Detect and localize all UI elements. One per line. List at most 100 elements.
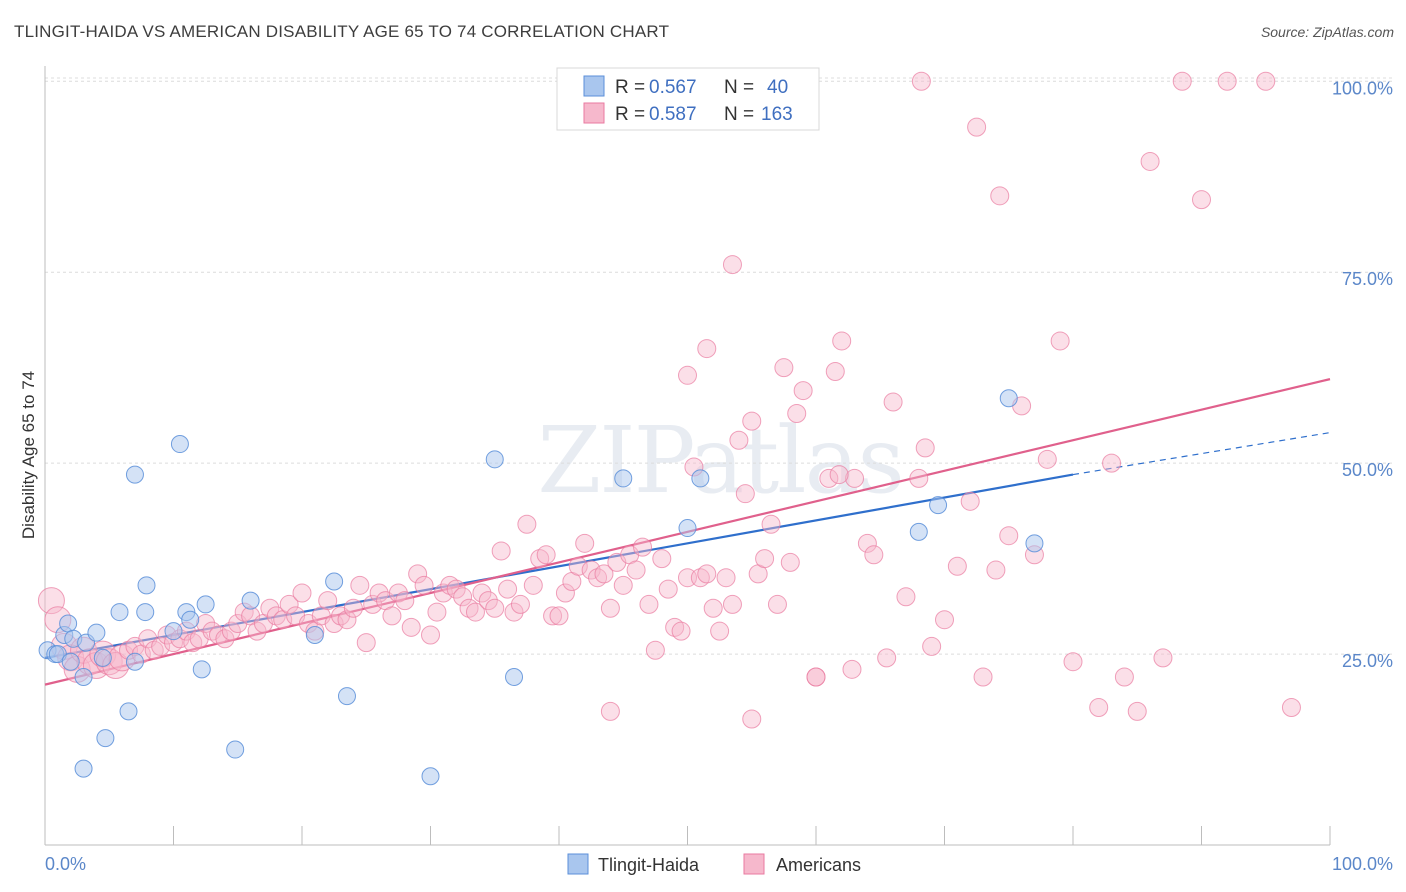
legend-n-label: N = <box>724 104 754 125</box>
americans-point <box>260 598 280 618</box>
x-tick-label: 0.0% <box>45 854 86 874</box>
americans-point <box>395 591 415 611</box>
americans-point <box>510 594 530 614</box>
americans-point <box>671 621 691 641</box>
americans-point <box>498 579 518 599</box>
americans-point <box>1127 701 1147 721</box>
tlingit-haida-point <box>87 623 106 642</box>
americans-point <box>883 392 903 412</box>
americans-point <box>793 381 813 401</box>
americans-point <box>742 411 762 431</box>
americans-point <box>1217 71 1237 91</box>
tlingit-haida-point <box>325 572 344 591</box>
americans-point <box>337 610 357 630</box>
americans-point <box>780 552 800 572</box>
americans-point <box>1037 449 1057 469</box>
legend-r-value: 0.587 <box>649 104 697 125</box>
tlingit-haida-point <box>164 622 183 641</box>
americans-point <box>915 438 935 458</box>
legend-r-label: R = <box>615 104 645 125</box>
tlingit-haida-point <box>96 729 115 748</box>
source-label: Source: ZipAtlas.com <box>1260 24 1394 40</box>
americans-point <box>633 537 653 557</box>
tick-labels: 25.0% 50.0% 75.0% 100.0% 0.0% 100.0% <box>45 78 1393 874</box>
americans-points <box>37 71 1301 729</box>
americans-point <box>472 583 492 603</box>
americans-point <box>722 255 742 275</box>
legend-r-value: 0.567 <box>649 77 697 98</box>
americans-point <box>427 602 447 622</box>
americans-point <box>703 598 723 618</box>
tlingit-haida-point <box>192 660 211 679</box>
americans-point <box>1256 71 1276 91</box>
tlingit-haida-point <box>196 595 215 614</box>
americans-point <box>1102 453 1122 473</box>
americans-point <box>279 594 299 614</box>
bottom-legend-label: Tlingit-Haida <box>598 855 700 875</box>
americans-point <box>523 575 543 595</box>
americans-point <box>911 71 931 91</box>
legend-n-value: 163 <box>761 104 793 125</box>
tlingit-haida-point <box>999 389 1018 408</box>
americans-point <box>678 365 697 385</box>
y-tick-label: 50.0% <box>1342 460 1393 480</box>
tlingit-haida-point <box>170 435 189 454</box>
americans-point <box>716 568 736 588</box>
americans-point <box>697 339 717 359</box>
bottom-legend-swatch-blue <box>567 853 589 875</box>
americans-point <box>568 556 588 576</box>
americans-point <box>369 583 389 603</box>
americans-point <box>845 468 865 488</box>
americans-point <box>1063 652 1083 672</box>
americans-point <box>247 621 267 641</box>
tlingit-haida-point <box>614 469 633 488</box>
y-tick-label: 25.0% <box>1342 651 1393 671</box>
americans-point <box>960 491 980 511</box>
tlingit-haida-points <box>38 389 1044 786</box>
americans-point <box>896 587 916 607</box>
americans-point <box>543 606 563 626</box>
americans-point <box>1140 151 1160 171</box>
americans-point <box>581 560 601 580</box>
tlingit-haida-point <box>61 652 80 671</box>
americans-point <box>986 560 1006 580</box>
chart-title: TLINGIT-HAIDA VS AMERICAN DISABILITY AGE… <box>14 22 670 41</box>
americans-point <box>485 598 505 618</box>
americans-point <box>401 617 421 637</box>
americans-point <box>1281 698 1301 718</box>
americans-point <box>1050 331 1070 351</box>
americans-point <box>742 709 762 729</box>
americans-point <box>697 564 717 584</box>
americans-point <box>1153 648 1173 668</box>
americans-point <box>909 468 929 488</box>
americans-point <box>594 564 614 584</box>
tlingit-haida-point <box>119 702 138 721</box>
americans-point <box>408 564 428 584</box>
tlingit-haida-point <box>485 450 504 469</box>
tlingit-haida-point <box>125 465 144 484</box>
americans-point <box>774 358 794 378</box>
tlingit-haida-point <box>241 591 260 610</box>
americans-point <box>414 575 434 595</box>
tlingit-haida-point <box>678 519 697 538</box>
axes <box>44 66 1331 846</box>
americans-point <box>825 361 845 381</box>
tlingit-haida-point <box>59 614 78 633</box>
americans-point <box>806 667 826 687</box>
americans-point <box>626 560 646 580</box>
y-tick-label: 75.0% <box>1342 269 1393 289</box>
legend-n-value: 40 <box>767 77 788 98</box>
americans-point <box>600 701 620 721</box>
legend-r-label: R = <box>615 77 645 98</box>
americans-point <box>388 583 408 603</box>
americans-point <box>652 549 672 569</box>
bottom-legend: Tlingit-Haida Americans <box>567 853 861 875</box>
americans-point <box>491 541 511 561</box>
americans-point <box>363 594 383 614</box>
americans-point <box>947 556 967 576</box>
americans-point <box>292 583 312 603</box>
tlingit-haida-point <box>93 648 112 667</box>
y-tick-label: 100.0% <box>1332 78 1393 98</box>
americans-point <box>433 583 453 603</box>
